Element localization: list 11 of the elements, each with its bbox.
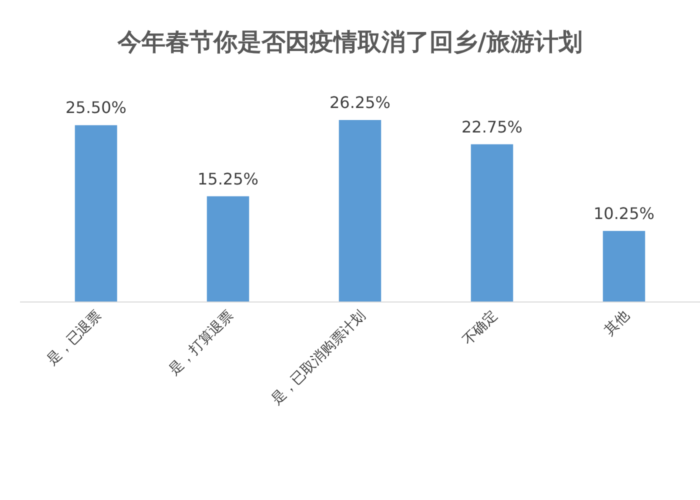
data-label: 15.25% (197, 169, 259, 188)
x-tick-label: 不确定 (460, 308, 501, 349)
x-tick-label: 其他 (602, 308, 633, 339)
data-label: 25.50% (65, 98, 127, 118)
x-tick-label: 是，已取消购票计划 (268, 308, 369, 408)
title: 今年春节你是否因疫情取消了回乡/旅游计划 (118, 28, 582, 56)
data-label: 10.25% (593, 204, 655, 223)
x-tick-label: 是，打算退票 (166, 308, 237, 378)
data-label: 26.25% (329, 93, 391, 112)
x-tick-label: 是，已退票 (44, 308, 105, 368)
data-label: 22.75% (461, 117, 523, 136)
